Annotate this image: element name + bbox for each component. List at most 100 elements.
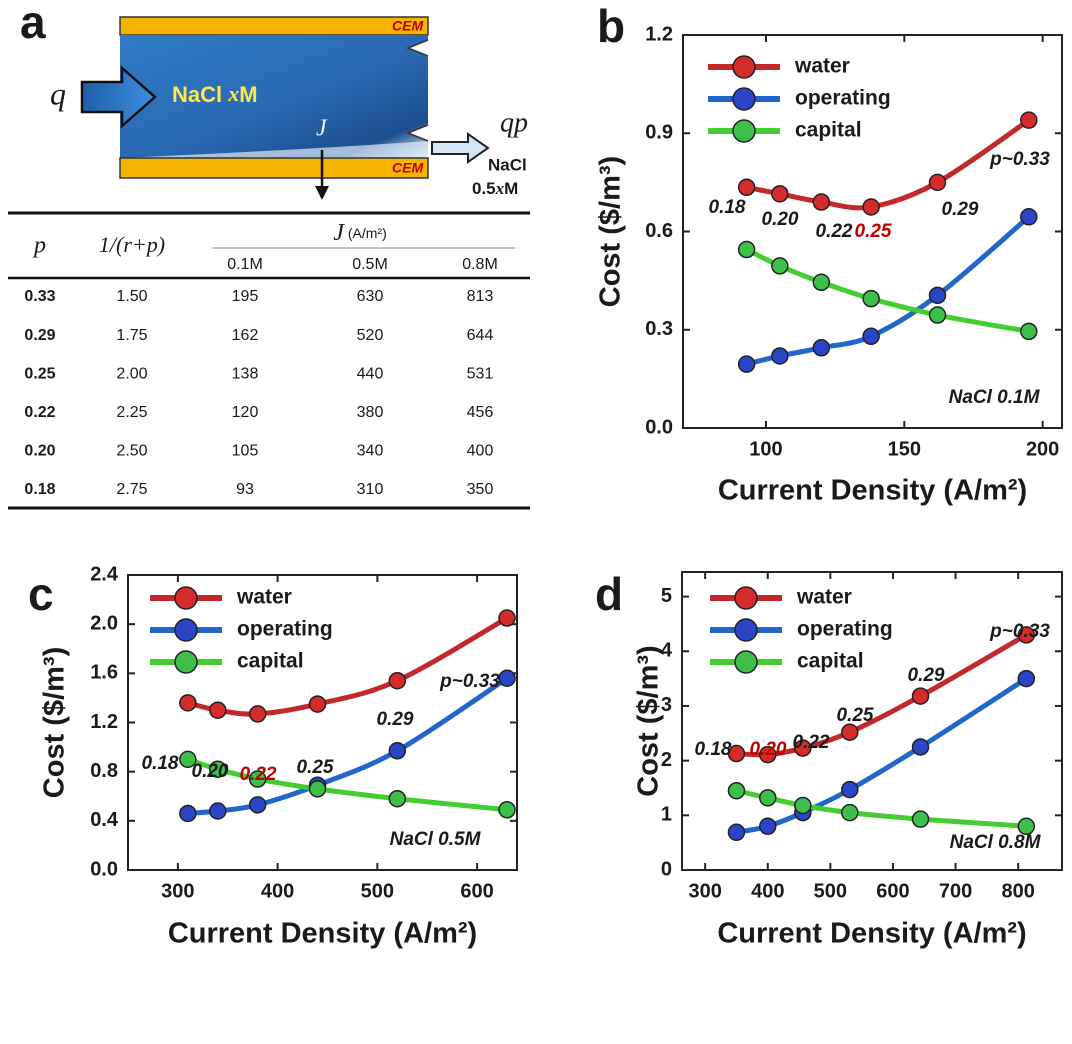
table-cell: 1.50	[116, 288, 147, 305]
y-tick-label: 0.9	[645, 122, 673, 144]
legend-marker	[174, 650, 198, 674]
legend-marker	[734, 650, 758, 674]
y-tick-label: 0.0	[645, 416, 673, 438]
data-point	[388, 789, 407, 808]
data-point	[759, 789, 777, 807]
series-line	[187, 757, 508, 813]
feed-salt: NaCl	[172, 82, 222, 107]
x-tick-label: 700	[939, 880, 972, 902]
y-axis-label: Cost ($/m³)	[39, 647, 71, 798]
data-point	[1020, 111, 1038, 129]
annotation: 0.18	[695, 739, 732, 760]
x-tick-label: 600	[876, 880, 909, 902]
table-cell: 456	[467, 404, 494, 421]
x-tick-label: 500	[814, 880, 847, 902]
legend-label: capital	[797, 650, 864, 673]
data-point	[759, 745, 777, 764]
table-subheader: 0.5M	[352, 256, 388, 273]
feed-unit: M	[239, 82, 257, 107]
data-point	[841, 723, 859, 741]
legend-label: operating	[795, 87, 891, 110]
data-point	[841, 780, 859, 799]
data-point	[812, 273, 831, 292]
legend-label: capital	[795, 119, 862, 142]
flux-label: J	[316, 116, 328, 142]
legend-marker	[734, 618, 758, 642]
data-point	[388, 742, 407, 760]
y-tick-label: 0	[661, 858, 672, 880]
table-cell: 0.29	[24, 327, 55, 344]
data-point	[498, 669, 516, 687]
outflow-label: qp	[500, 107, 528, 138]
table-cell: 2.25	[116, 404, 147, 421]
product-conc: 0.5xM	[472, 179, 518, 199]
table-cell: 162	[232, 327, 259, 344]
data-point	[727, 744, 746, 763]
series-line	[736, 632, 1028, 758]
note: NaCl 0.8M	[950, 832, 1042, 853]
legend-marker	[174, 586, 198, 610]
x-tick-label: 600	[460, 880, 493, 902]
data-point	[928, 286, 947, 305]
outflow-arrow	[431, 132, 490, 164]
data-point	[928, 306, 947, 324]
depletion	[120, 141, 428, 158]
product-var: x	[495, 179, 505, 198]
data-point	[179, 804, 197, 823]
series-line	[187, 615, 509, 717]
table-cell: 0.22	[24, 404, 55, 421]
data-point	[911, 687, 930, 705]
annotation: 0.22	[793, 732, 830, 753]
y-tick-label: 1.6	[90, 662, 118, 684]
table-cell: 0.20	[24, 443, 55, 460]
product-unit: M	[504, 179, 518, 198]
data-point	[794, 739, 812, 757]
y-tick-label: 4	[661, 640, 673, 662]
data-point	[812, 193, 831, 211]
table-cell: 1.75	[116, 327, 147, 344]
table-cell: 400	[467, 443, 494, 460]
table-cell: 310	[357, 481, 384, 498]
table-cell: 120	[232, 404, 259, 421]
x-tick-label: 200	[1026, 438, 1059, 460]
group-unit: (A/m²)	[348, 225, 387, 241]
legend-label: capital	[237, 650, 304, 673]
data-point	[737, 178, 756, 197]
table-cell: 520	[357, 327, 384, 344]
legend-label: water	[236, 586, 292, 609]
data-point	[1017, 669, 1036, 688]
y-tick-label: 5	[661, 585, 672, 607]
data-point	[727, 781, 746, 800]
x-tick-label: 800	[1001, 880, 1034, 902]
table-cell: 195	[232, 288, 259, 305]
table-cell: 2.50	[116, 443, 147, 460]
annotation: 0.18	[709, 197, 746, 218]
table-subheader: 0.8M	[462, 256, 498, 273]
annotation: p~0.33	[989, 149, 1050, 170]
data-point	[794, 796, 812, 815]
y-tick-label: 2.0	[90, 612, 118, 634]
y-tick-label: 0.8	[90, 760, 118, 782]
channel	[120, 35, 428, 158]
feed-label: NaCl xM	[172, 81, 258, 107]
x-tick-label: 300	[161, 880, 194, 902]
group-var: J	[333, 220, 345, 246]
x-tick-label: 150	[888, 438, 921, 460]
membrane	[119, 157, 429, 179]
legend-marker	[734, 586, 758, 610]
legend-label: operating	[797, 618, 893, 641]
y-tick-label: 0.3	[645, 318, 673, 340]
data-point	[179, 694, 197, 712]
table-cell: 531	[467, 365, 494, 382]
product-num: 0.5	[472, 179, 496, 198]
chart: 0 1 2 3 4 5 300 400 500 600 700 800 Current Density …	[633, 571, 1063, 950]
data-point	[771, 347, 789, 365]
data-point	[498, 801, 516, 819]
chart: 0.0 0.3 0.6 0.9 1.2 100 150 200 Current Density …	[595, 23, 1063, 507]
x-tick-label: 500	[361, 880, 394, 902]
note: NaCl 0.5M	[390, 829, 482, 850]
data-point	[1017, 626, 1036, 644]
panel-label: d	[595, 568, 623, 620]
legend-label: operating	[237, 618, 333, 641]
